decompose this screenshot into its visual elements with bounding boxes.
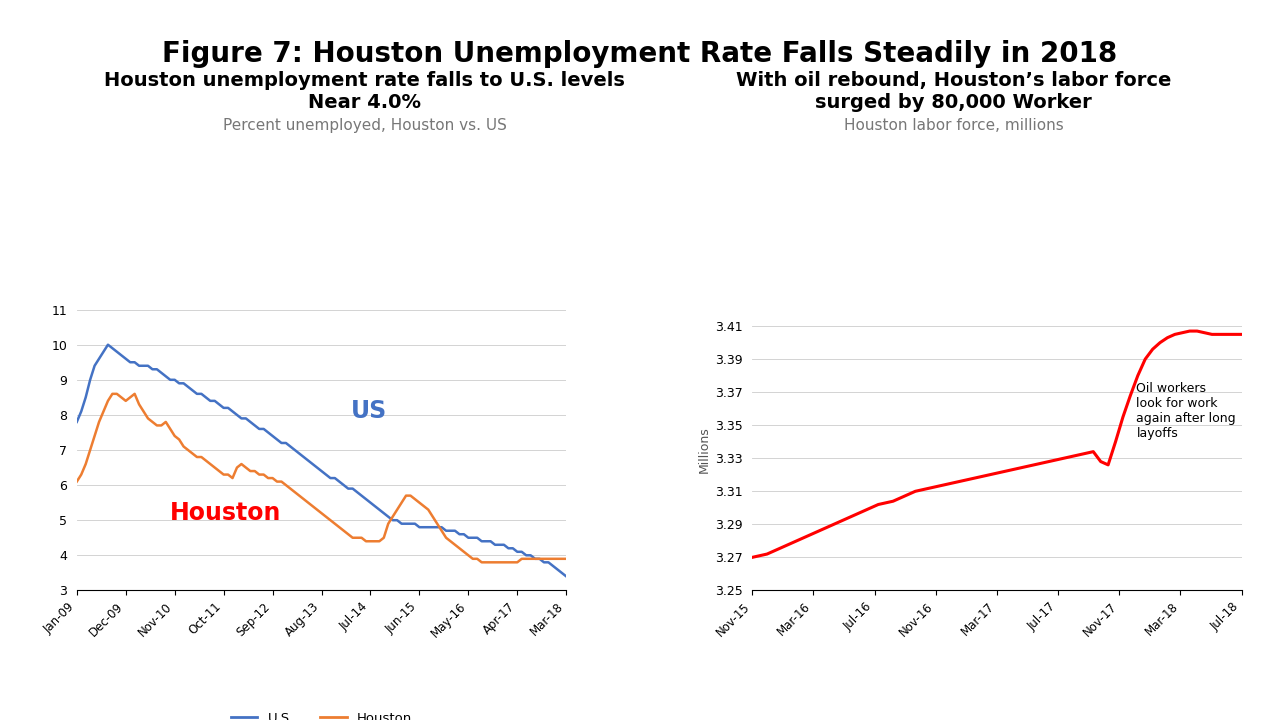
Text: Percent unemployed, Houston vs. US: Percent unemployed, Houston vs. US [223,118,507,133]
Text: surged by 80,000 Worker: surged by 80,000 Worker [815,93,1092,112]
Text: Houston labor force, millions: Houston labor force, millions [844,118,1064,133]
Text: With oil rebound, Houston’s labor force: With oil rebound, Houston’s labor force [736,71,1171,90]
Text: Houston unemployment rate falls to U.S. levels: Houston unemployment rate falls to U.S. … [105,71,625,90]
Text: Houston: Houston [170,501,282,525]
Legend: U.S., Houston: U.S., Houston [225,706,417,720]
Text: US: US [351,400,387,423]
Text: Oil workers
look for work
again after long
layoffs: Oil workers look for work again after lo… [1137,382,1236,440]
Text: Near 4.0%: Near 4.0% [308,93,421,112]
Y-axis label: Millions: Millions [698,427,710,473]
Text: Figure 7: Houston Unemployment Rate Falls Steadily in 2018: Figure 7: Houston Unemployment Rate Fall… [163,40,1117,68]
